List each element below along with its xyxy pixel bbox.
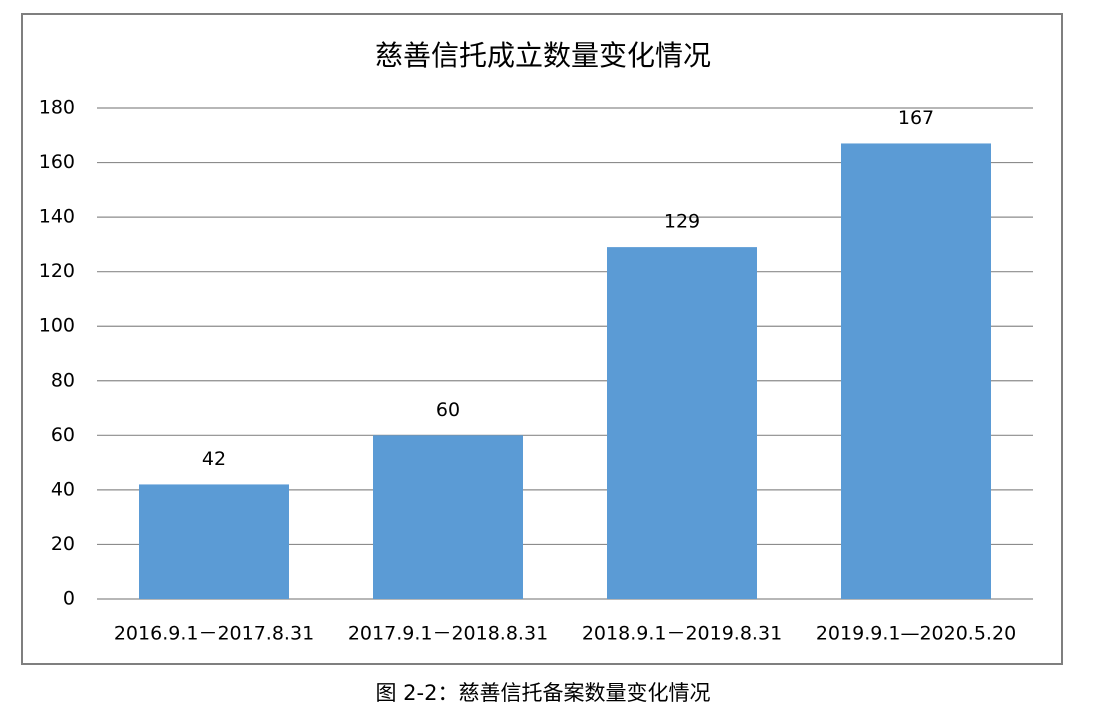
value-label: 129 bbox=[664, 211, 700, 233]
x-tick-label: 2018.9.1－2019.8.31 bbox=[582, 623, 782, 645]
y-tick-label: 60 bbox=[51, 424, 75, 446]
bar bbox=[139, 484, 289, 599]
bar bbox=[841, 143, 991, 599]
value-label: 42 bbox=[202, 448, 226, 470]
y-tick-label: 100 bbox=[39, 315, 75, 337]
y-tick-label: 140 bbox=[39, 206, 75, 228]
value-label: 60 bbox=[436, 399, 460, 421]
chart-title: 慈善信托成立数量变化情况 bbox=[375, 39, 711, 72]
bar bbox=[607, 247, 757, 599]
y-tick-label: 160 bbox=[39, 151, 75, 173]
x-tick-label: 2016.9.1－2017.8.31 bbox=[114, 623, 314, 645]
y-tick-label: 0 bbox=[63, 588, 75, 610]
caption: 图 2-2：慈善信托备案数量变化情况 bbox=[376, 681, 711, 705]
y-tick-label: 40 bbox=[51, 478, 75, 500]
x-tick-label: 2019.9.1—2020.5.20 bbox=[816, 623, 1016, 645]
y-tick-label: 180 bbox=[39, 97, 75, 119]
value-label: 167 bbox=[898, 107, 934, 129]
bar bbox=[373, 435, 523, 599]
y-tick-label: 20 bbox=[51, 533, 75, 555]
x-tick-label: 2017.9.1－2018.8.31 bbox=[348, 623, 548, 645]
y-tick-label: 120 bbox=[39, 260, 75, 282]
y-tick-label: 80 bbox=[51, 369, 75, 391]
